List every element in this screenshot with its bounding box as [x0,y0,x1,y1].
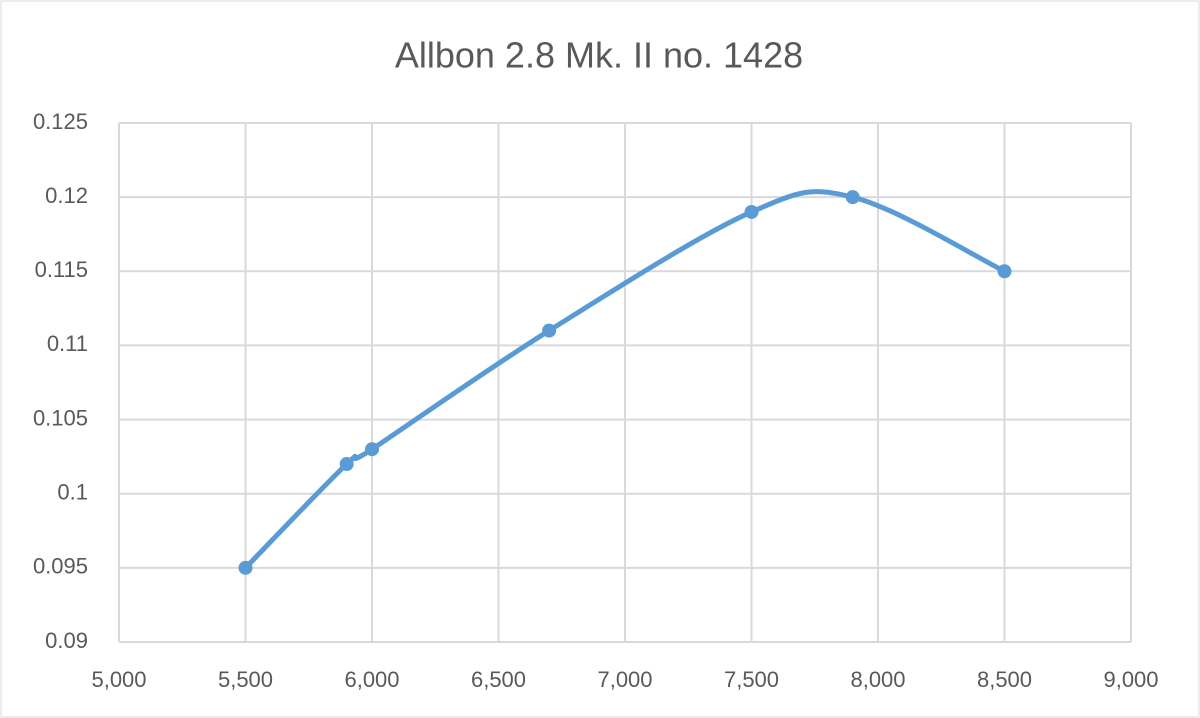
y-tick-label: 0.1 [57,480,88,505]
y-tick-label: 0.11 [47,331,88,356]
x-tick-label: 5,500 [218,667,273,692]
data-point [997,264,1012,279]
y-tick-label: 0.12 [45,183,88,208]
x-tick-label: 6,500 [471,667,526,692]
y-tick-label: 0.09 [45,628,88,653]
y-tick-label: 0.105 [33,405,88,430]
x-tick-label: 8,000 [850,667,905,692]
data-point [845,190,860,205]
chart-title: Allbon 2.8 Mk. II no. 1428 [395,35,803,76]
y-tick-label: 0.125 [33,109,88,134]
y-tick-label: 0.115 [35,257,88,282]
x-tick-label: 7,000 [597,667,652,692]
data-point [238,560,253,575]
x-tick-label: 9,000 [1103,667,1158,692]
data-point [339,457,354,472]
x-tick-label: 7,500 [724,667,779,692]
data-point [365,442,379,457]
x-tick-label: 6,000 [344,667,399,692]
x-tick-label: 8,500 [977,667,1032,692]
data-point [744,204,759,219]
x-tick-label: 5,000 [91,667,146,692]
y-tick-label: 0.095 [33,554,88,579]
data-point [542,323,557,338]
